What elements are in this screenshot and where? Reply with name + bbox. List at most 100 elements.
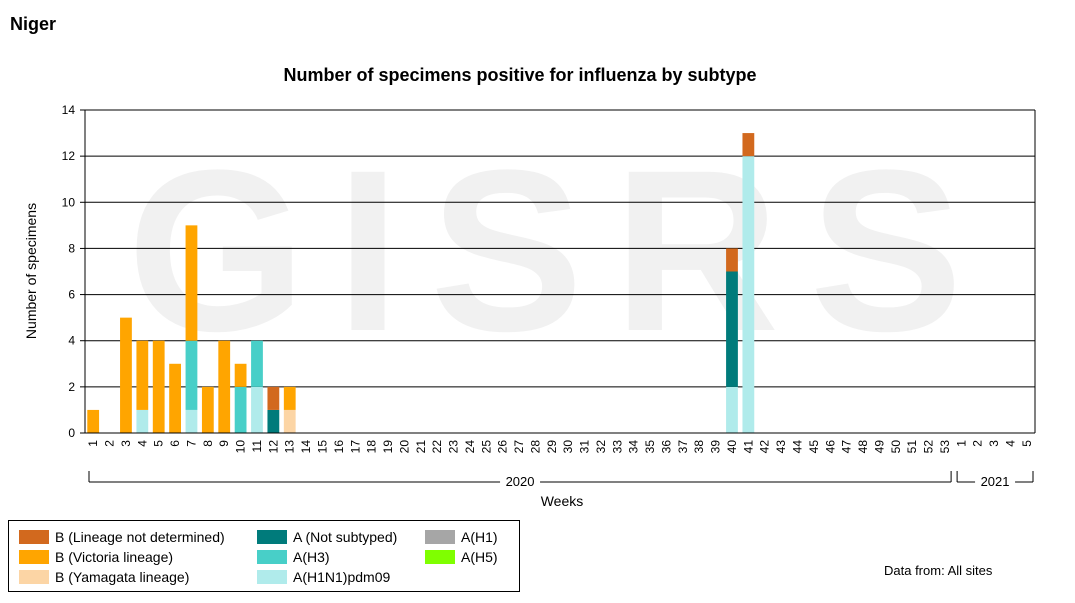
page-title: Niger xyxy=(10,14,57,34)
y-tick-label: 0 xyxy=(68,426,75,440)
x-tick-label: 24 xyxy=(463,440,477,454)
bar-segment xyxy=(742,156,755,433)
x-tick-label: 2 xyxy=(971,440,985,447)
x-tick-label: 21 xyxy=(414,440,428,454)
x-tick-label: 50 xyxy=(889,440,903,454)
x-tick-label: 34 xyxy=(627,440,641,454)
legend-swatch xyxy=(257,570,287,584)
x-tick-label: 43 xyxy=(774,440,788,454)
x-tick-label: 30 xyxy=(561,440,575,454)
legend-item: A(H1) xyxy=(425,529,498,545)
y-tick-label: 4 xyxy=(68,334,75,348)
bar-segment xyxy=(185,409,198,433)
x-tick-label: 48 xyxy=(856,440,870,454)
legend-label: B (Lineage not determined) xyxy=(55,529,225,545)
x-tick-label: 31 xyxy=(578,440,592,454)
legend-item: B (Yamagata lineage) xyxy=(19,569,189,585)
bar-segment xyxy=(726,271,738,387)
y-axis-label: Number of specimens xyxy=(23,203,39,339)
legend-swatch xyxy=(19,530,49,544)
x-tick-label: 14 xyxy=(299,440,313,454)
bar-segment xyxy=(283,409,296,433)
legend-label: B (Victoria lineage) xyxy=(55,549,174,565)
x-tick-label: 15 xyxy=(316,440,330,454)
x-tick-label: 1 xyxy=(86,440,100,447)
x-tick-label: 19 xyxy=(381,440,395,454)
y-tick-label: 2 xyxy=(68,380,75,394)
bar-segment xyxy=(251,386,263,433)
x-tick-label: 10 xyxy=(234,440,248,454)
year-label: 2020 xyxy=(506,474,535,489)
x-tick-label: 32 xyxy=(594,440,608,454)
bar-segment xyxy=(251,340,263,387)
legend-item: B (Victoria lineage) xyxy=(19,549,173,565)
bar-segment xyxy=(185,340,198,410)
bar-segment xyxy=(218,340,231,433)
legend-label: A(H1N1)pdm09 xyxy=(293,569,391,585)
x-tick-label: 1 xyxy=(954,440,968,447)
x-tick-label: 38 xyxy=(692,440,706,454)
legend-label: B (Yamagata lineage) xyxy=(55,569,190,585)
legend-swatch xyxy=(19,570,49,584)
x-tick-label: 12 xyxy=(266,440,280,454)
bar-segment xyxy=(726,386,738,433)
x-tick-label: 51 xyxy=(905,440,919,454)
x-tick-label: 2 xyxy=(103,440,117,447)
x-tick-label: 5 xyxy=(1020,440,1034,447)
x-tick-label: 37 xyxy=(676,440,690,454)
bar-segment xyxy=(234,386,247,433)
x-tick-label: 22 xyxy=(430,440,444,454)
legend-item: A(H1N1)pdm09 xyxy=(257,569,390,585)
x-tick-label: 27 xyxy=(512,440,526,454)
x-tick-label: 35 xyxy=(643,440,657,454)
x-tick-label: 25 xyxy=(479,440,493,454)
bar-segment xyxy=(136,409,149,433)
x-tick-label: 41 xyxy=(741,440,755,454)
bar-segment xyxy=(726,248,738,272)
x-tick-label: 45 xyxy=(807,440,821,454)
x-tick-label: 16 xyxy=(332,440,346,454)
x-tick-label: 4 xyxy=(1003,440,1017,447)
bar-segment xyxy=(742,133,755,157)
x-tick-label: 23 xyxy=(447,440,461,454)
x-tick-label: 47 xyxy=(840,440,854,454)
x-axis-label: Weeks xyxy=(541,493,584,509)
x-tick-label: 18 xyxy=(365,440,379,454)
x-tick-label: 20 xyxy=(397,440,411,454)
x-tick-label: 52 xyxy=(922,440,936,454)
bar-segment xyxy=(169,363,181,433)
data-source-note: Data from: All sites xyxy=(884,563,993,578)
x-tick-label: 11 xyxy=(250,440,264,453)
influenza-subtype-chart: GISRS Number of specimens positive for in… xyxy=(23,65,1036,509)
x-tick-label: 3 xyxy=(987,440,1001,447)
bar-segment xyxy=(87,409,100,433)
legend-item: B (Lineage not determined) xyxy=(19,529,225,545)
x-tick-label: 4 xyxy=(135,440,149,447)
x-tick-label: 7 xyxy=(184,440,198,447)
x-tick-label: 40 xyxy=(725,440,739,454)
x-tick-label: 49 xyxy=(872,440,886,454)
legend-label: A (Not subtyped) xyxy=(293,529,398,545)
chart-title: Number of specimens positive for influen… xyxy=(283,65,756,85)
y-tick-label: 6 xyxy=(68,288,75,302)
year-label: 2021 xyxy=(981,474,1010,489)
watermark-text: GISRS xyxy=(127,122,993,379)
chart-legend: B (Lineage not determined) B (Victoria li… xyxy=(8,520,520,592)
x-tick-label: 13 xyxy=(283,440,297,454)
y-tick-label: 8 xyxy=(68,241,75,255)
bar-segment xyxy=(283,386,296,410)
legend-label: A(H5) xyxy=(461,549,498,565)
bar-segment xyxy=(120,317,132,433)
legend-swatch xyxy=(257,550,287,564)
legend-swatch xyxy=(257,530,287,544)
x-tick-label: 33 xyxy=(610,440,624,454)
x-tick-label: 6 xyxy=(168,440,182,447)
x-tick-label: 17 xyxy=(348,440,362,454)
x-tick-label: 3 xyxy=(119,440,133,447)
x-tick-label: 29 xyxy=(545,440,559,454)
x-tick-label: 46 xyxy=(823,440,837,454)
x-tick-label: 28 xyxy=(528,440,542,454)
legend-item: A(H5) xyxy=(425,549,498,565)
bar-segment xyxy=(201,386,214,433)
bar-segment xyxy=(152,340,165,433)
